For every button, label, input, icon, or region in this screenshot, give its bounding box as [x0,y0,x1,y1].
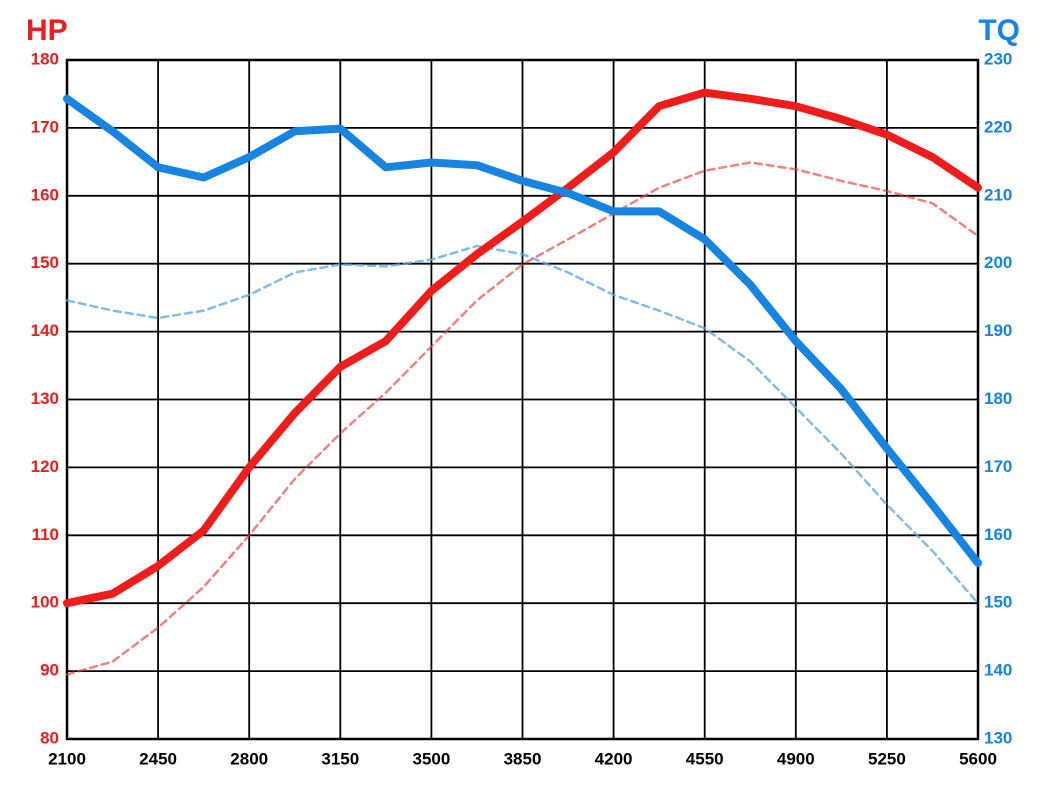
x-tick-label: 2100 [48,749,86,768]
x-tick-label: 3850 [504,749,542,768]
x-tick-label: 5250 [868,749,906,768]
y2-axis-label: TQ [978,14,1020,47]
y-tick-label: 120 [31,457,59,476]
x-tick-label: 4900 [777,749,815,768]
y2-tick-label: 220 [984,117,1012,136]
y-tick-label: 80 [40,728,59,747]
y-axis-label: HP [26,14,68,47]
y2-tick-label: 200 [984,253,1012,272]
x-tick-label: 2800 [230,749,268,768]
y-tick-label: 170 [31,117,59,136]
y-tick-label: 90 [40,661,59,680]
y-tick-label: 160 [31,185,59,204]
y2-tick-label: 140 [984,661,1012,680]
data-line [63,88,982,608]
y2-tick-label: 210 [984,185,1012,204]
plot-frame [65,58,980,741]
y2-tick-label: 180 [984,389,1012,408]
x-tick-label: 3500 [412,749,450,768]
y-tick-label: 100 [31,593,59,612]
baseline-line [65,244,980,605]
y-tick-label: 140 [31,321,59,340]
y-tick-label: 130 [31,389,59,408]
x-tick-label: 3150 [321,749,359,768]
x-tick-label: 4550 [686,749,724,768]
y2-tick-label: 230 [984,49,1012,68]
y-tick-label: 150 [31,253,59,272]
data-line [63,94,982,568]
y2-tick-label: 150 [984,593,1012,612]
baseline-line [65,161,980,676]
y2-tick-label: 160 [984,525,1012,544]
y2-tick-label: 190 [984,321,1012,340]
y-tick-label: 110 [32,525,59,544]
x-tick-label: 2450 [139,749,177,768]
y-tick-label: 180 [31,49,59,68]
y2-tick-label: 130 [984,728,1012,747]
x-tick-label: 5600 [959,749,997,768]
y2-tick-label: 170 [984,457,1012,476]
x-tick-label: 4200 [595,749,633,768]
